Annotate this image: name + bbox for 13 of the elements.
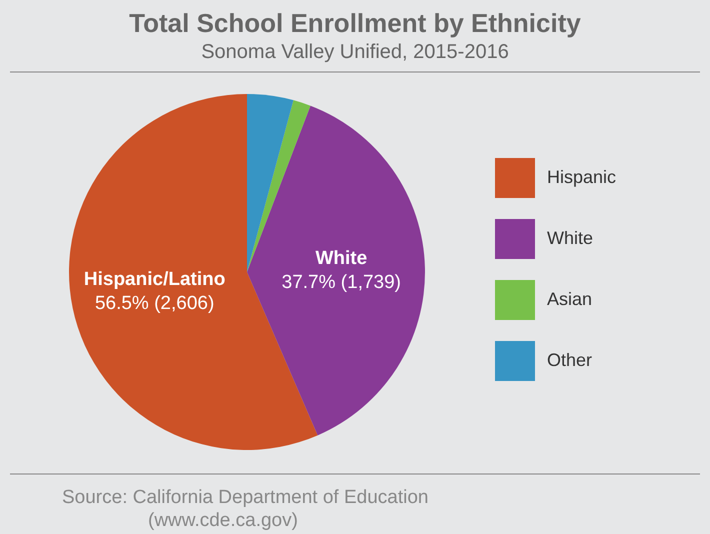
chart-subtitle: Sonoma Valley Unified, 2015-2016: [201, 41, 509, 63]
pie-slice: [247, 100, 310, 272]
text: (www.cde.ca.gov): [148, 510, 298, 531]
legend-label: Other: [547, 350, 592, 370]
legend-label: Asian: [547, 289, 592, 309]
text: White 37.7% (1,739): [282, 248, 401, 293]
pie-slice: [247, 106, 425, 436]
chart-title: Total School Enrollment by Ethnicity: [129, 8, 582, 38]
legend-label: Hispanic: [547, 167, 616, 187]
source-note: Source: California Department of Education: [62, 487, 428, 508]
legend-label: White: [547, 228, 594, 248]
text: Hispanic/Latino 56.5% (2,606): [84, 269, 226, 314]
pie-slice: [247, 94, 294, 272]
